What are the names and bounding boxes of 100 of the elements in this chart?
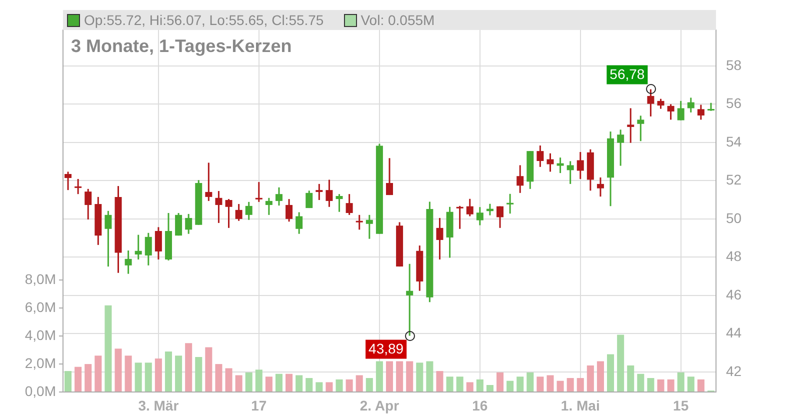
bar (376, 361, 383, 392)
candlestick (566, 160, 574, 185)
bar (316, 382, 323, 392)
bar (104, 305, 112, 392)
candlestick (456, 205, 464, 230)
bar (326, 382, 333, 392)
candlestick (496, 206, 504, 229)
bar (296, 375, 303, 392)
y-tick-label: 42 (726, 362, 742, 379)
y-tick-label: 48 (726, 248, 742, 264)
bar (175, 356, 182, 392)
bar (637, 374, 644, 392)
bar (416, 362, 424, 392)
y2-tick-label: 8,0M (24, 271, 56, 288)
bar (576, 378, 584, 392)
legend-label: Op:55.72, Hi:56.07, Lo:55.65, Cl:55.75 (84, 12, 324, 28)
candlestick (235, 203, 242, 222)
candlestick (366, 214, 373, 240)
bar (456, 376, 464, 392)
x-tick-label: 16 (472, 397, 488, 414)
bar (154, 358, 162, 392)
candlestick (516, 164, 524, 194)
bar (687, 376, 694, 392)
candlestick (175, 212, 182, 236)
bar (677, 372, 684, 392)
bar (356, 375, 363, 392)
chart-title: 3 Monate, 1-Tages-Kerzen (71, 36, 292, 57)
candlestick (386, 157, 393, 196)
y-tick-label: 44 (726, 324, 742, 341)
candlestick (296, 211, 303, 235)
candlestick (104, 210, 112, 268)
y-tick-label: 54 (726, 133, 742, 150)
candlestick (275, 186, 282, 206)
legend-label: Vol: 0.055M (360, 12, 435, 28)
candlestick (406, 263, 414, 337)
candlestick (637, 114, 644, 142)
bar (64, 371, 72, 392)
candlestick (617, 128, 624, 167)
candlestick (255, 181, 262, 203)
bar (144, 362, 152, 392)
bar (566, 378, 574, 392)
bar (546, 375, 554, 392)
bar (647, 378, 654, 392)
bar (406, 361, 414, 392)
bar (255, 370, 262, 392)
bar (185, 343, 192, 392)
bar (84, 364, 92, 392)
y-tick-label: 58 (726, 56, 742, 73)
bar (275, 374, 283, 392)
bar (496, 372, 504, 392)
candlestick (286, 198, 293, 222)
candlestick (346, 193, 353, 216)
bar (245, 372, 252, 392)
x-tick-label: 17 (251, 397, 267, 414)
candlestick (326, 178, 333, 208)
bar (536, 376, 544, 392)
x-tick-label: 15 (673, 397, 689, 414)
annotation: 56,78 (610, 66, 645, 82)
bar (436, 371, 444, 392)
bar (526, 372, 534, 392)
bar (466, 382, 474, 392)
bar (195, 357, 202, 392)
bar (596, 361, 604, 392)
bar (697, 379, 704, 392)
candlestick (144, 232, 152, 266)
candlestick (74, 178, 82, 195)
bar (346, 379, 353, 392)
candlestick (215, 190, 222, 224)
candlestick (627, 107, 634, 144)
y-tick-label: 50 (726, 210, 742, 226)
candlestick (265, 197, 272, 216)
bar (94, 356, 102, 392)
bar (486, 385, 494, 392)
candlestick (657, 98, 664, 110)
candlestick (436, 217, 444, 260)
x-tick-label: 1. Mai (560, 397, 600, 414)
bar (476, 379, 484, 392)
candlestick (124, 250, 132, 275)
bar (225, 368, 232, 392)
bar (607, 354, 614, 392)
bar (205, 347, 212, 392)
candlestick (64, 170, 72, 191)
candlestick (677, 100, 684, 122)
candlestick (556, 156, 564, 174)
candlestick (245, 201, 252, 221)
candlestick (667, 103, 674, 120)
bar (506, 380, 514, 392)
candlestick (134, 234, 142, 260)
candlestick (154, 226, 162, 260)
y2-tick-label: 6,0M (24, 299, 56, 315)
candlestick (185, 213, 192, 235)
bar (516, 376, 524, 392)
candlestick (546, 152, 554, 172)
bar (286, 374, 293, 392)
candlestick (84, 188, 92, 220)
bar (396, 361, 404, 392)
bar (215, 364, 222, 392)
candlestick (596, 176, 604, 198)
candlestick (356, 214, 363, 230)
candlestick (336, 193, 343, 213)
